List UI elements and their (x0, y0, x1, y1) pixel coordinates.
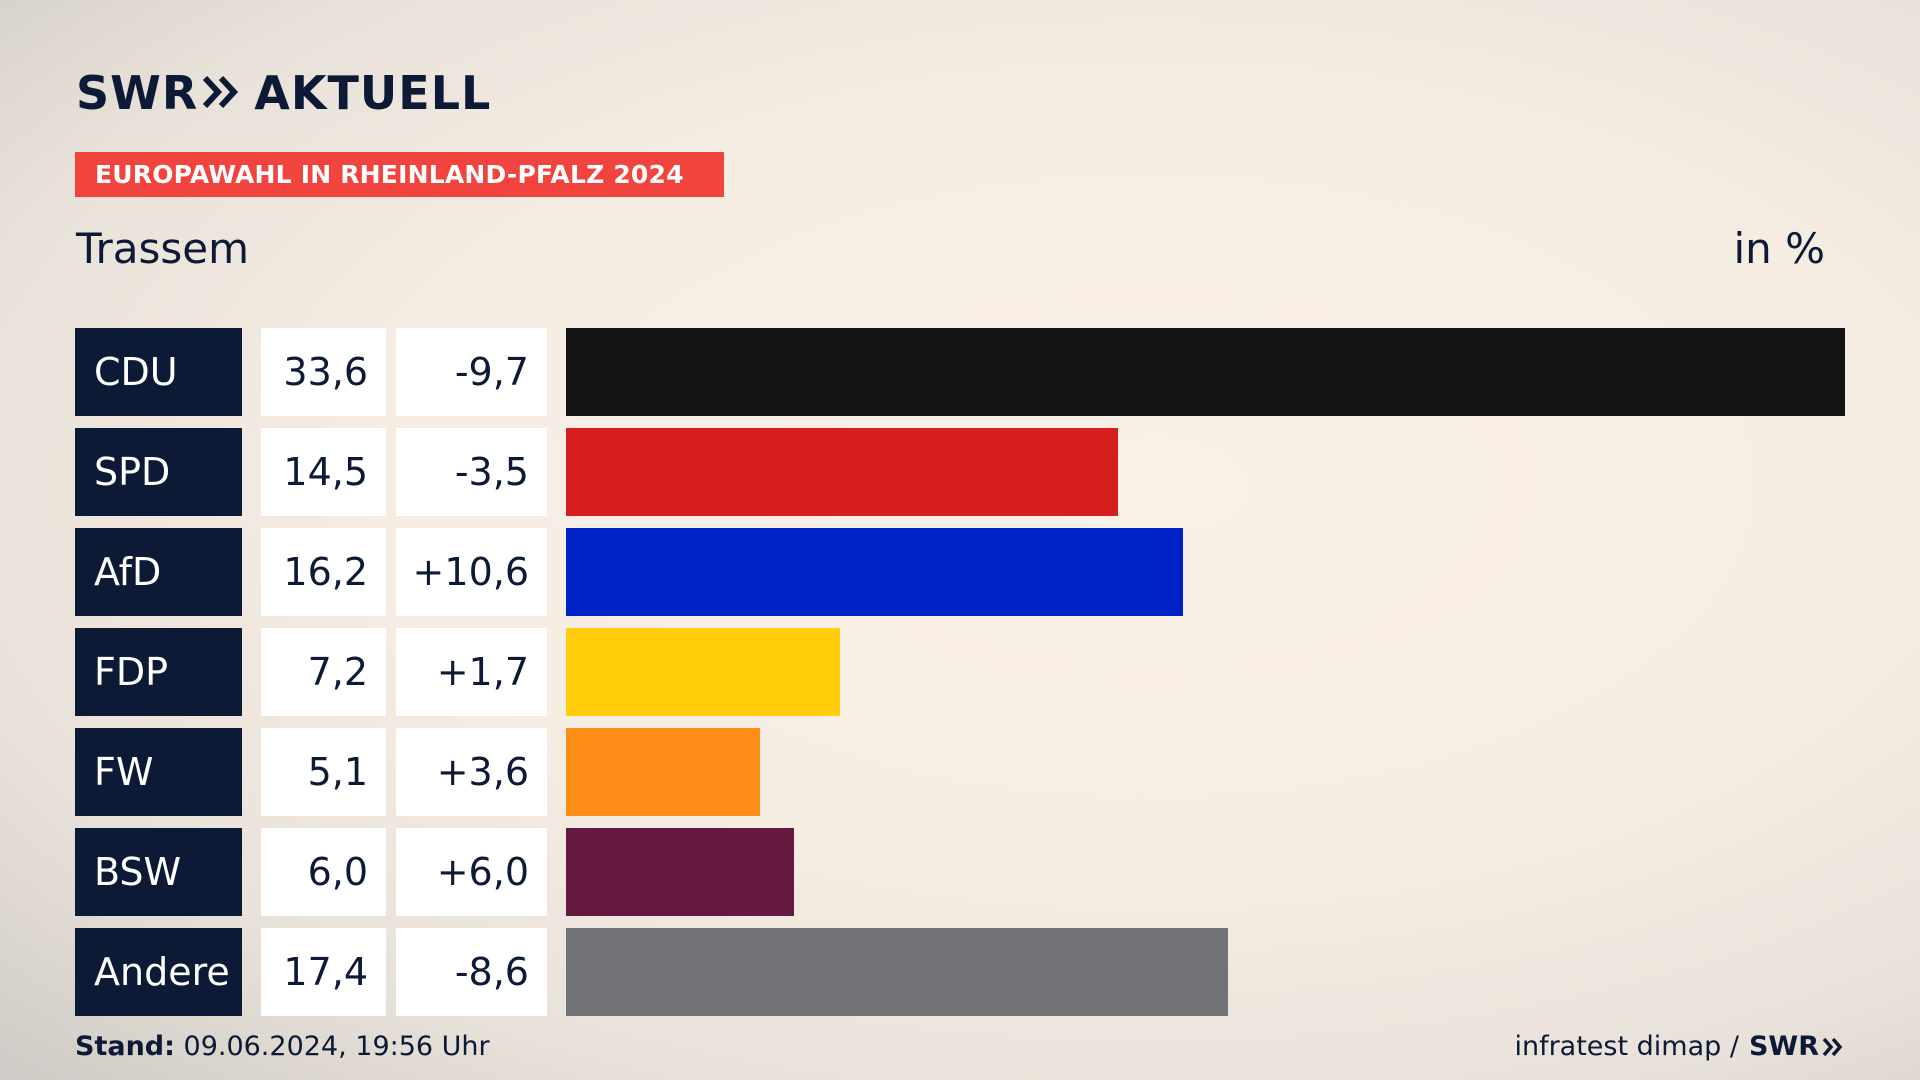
logo-swr-text: SWR (76, 66, 199, 120)
chart-row: CDU 33,6 -9,7 (0, 328, 1920, 416)
chart-row: BSW 6,0 +6,0 (0, 828, 1920, 916)
vote-share-label: 17,4 (261, 928, 386, 1016)
vote-change-label: +1,7 (396, 628, 547, 716)
logo-aktuell-text: AKTUELL (254, 66, 492, 120)
swr-small-logo: SWR (1749, 1031, 1844, 1062)
party-label: AfD (75, 528, 242, 616)
double-chevron-icon (1822, 1037, 1844, 1057)
election-banner: EUROPAWAHL IN RHEINLAND-PFALZ 2024 (75, 152, 724, 197)
vote-share-label: 14,5 (261, 428, 386, 516)
banner-text: EUROPAWAHL IN RHEINLAND-PFALZ 2024 (95, 160, 684, 189)
vote-share-label: 16,2 (261, 528, 386, 616)
stand-value: 09.06.2024, 19:56 Uhr (183, 1031, 490, 1062)
footer-source: infratest dimap / SWR (1514, 1031, 1844, 1062)
vote-change-label: -8,6 (396, 928, 547, 1016)
bar-spd (566, 428, 1118, 516)
unit-label: in % (1733, 224, 1825, 273)
vote-share-label: 7,2 (261, 628, 386, 716)
swr-aktuell-logo: SWR AKTUELL (76, 66, 491, 120)
party-label: SPD (75, 428, 242, 516)
chart-row: AfD 16,2 +10,6 (0, 528, 1920, 616)
bar-afd (566, 528, 1183, 616)
bar-bsw (566, 828, 794, 916)
party-label: Andere (75, 928, 242, 1016)
party-label: FW (75, 728, 242, 816)
footer-timestamp: Stand: 09.06.2024, 19:56 Uhr (75, 1031, 490, 1062)
vote-share-label: 33,6 (261, 328, 386, 416)
bar-fdp (566, 628, 840, 716)
party-label: BSW (75, 828, 242, 916)
vote-change-label: -3,5 (396, 428, 547, 516)
chart-row: FW 5,1 +3,6 (0, 728, 1920, 816)
chart-row: Andere 17,4 -8,6 (0, 928, 1920, 1016)
vote-change-label: +10,6 (396, 528, 547, 616)
region-title: Trassem (76, 224, 250, 273)
bar-cdu (566, 328, 1845, 416)
vote-change-label: -9,7 (396, 328, 547, 416)
vote-share-label: 5,1 (261, 728, 386, 816)
source-text: infratest dimap / (1514, 1031, 1739, 1062)
bar-andere (566, 928, 1228, 1016)
party-label: CDU (75, 328, 242, 416)
vote-change-label: +6,0 (396, 828, 547, 916)
chart-row: SPD 14,5 -3,5 (0, 428, 1920, 516)
vote-share-label: 6,0 (261, 828, 386, 916)
party-label: FDP (75, 628, 242, 716)
stand-label: Stand: (75, 1031, 175, 1062)
small-logo-text: SWR (1748, 1031, 1819, 1062)
chart-row: FDP 7,2 +1,7 (0, 628, 1920, 716)
double-chevron-icon (202, 66, 240, 120)
vote-change-label: +3,6 (396, 728, 547, 816)
bar-fw (566, 728, 760, 816)
